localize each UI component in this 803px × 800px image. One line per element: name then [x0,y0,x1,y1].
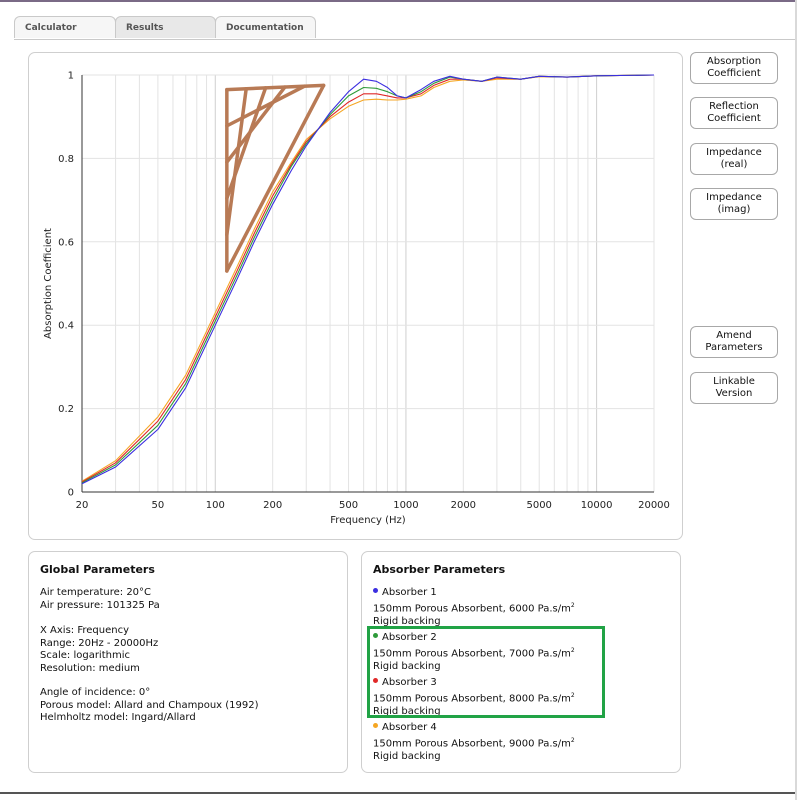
helmholtz-model: Helmholtz model: Ingard/Allard [40,712,196,724]
series-line-absorber-2 [81,74,655,484]
absorber-parameters-title: Absorber Parameters [373,563,506,576]
x-tick-label: 100 [206,500,225,511]
global-parameters-air: Air temperature: 20°C Air pressure: 1013… [40,587,160,612]
button-label-line2: (real) [720,159,748,170]
window-bottom-border [0,792,795,794]
button-label-line1: Amend [716,330,752,341]
button-label-line1: Absorption [706,56,762,67]
linkable-version-button[interactable]: Linkable Version [690,372,778,404]
y-tick-label: 0.4 [58,321,74,332]
unit-superscript: 2 [570,601,575,609]
unit-superscript: 2 [570,646,575,654]
global-parameters-panel: Global Parameters Air temperature: 20°C … [28,551,348,773]
absorber-backing: Rigid backing [373,750,441,762]
series-dot-icon [373,677,378,683]
x-axis-setting: X Axis: Frequency [40,625,129,636]
absorber-backing: Rigid backing [373,660,441,672]
y-tick-label: 0.2 [58,404,74,415]
range-setting: Range: 20Hz - 20000Hz [40,637,159,649]
x-tick-label: 1000 [393,500,418,511]
absorber-backing: Rigid backing [373,705,441,717]
reflection-coefficient-button[interactable]: Reflection Coefficient [690,97,778,129]
annotation-stroke [225,84,307,128]
x-axis-label: Frequency (Hz) [330,515,406,526]
window-top-border [0,0,795,2]
porous-model: Porous model: Allard and Champoux (1992) [40,699,259,711]
air-temperature: Air temperature: 20°C [40,587,152,598]
x-tick-label: 50 [152,500,165,511]
angle-of-incidence: Angle of incidence: 0° [40,687,151,698]
series-dot-icon [373,722,378,728]
annotation-stroke [225,86,268,201]
absorber-parameters-panel: Absorber Parameters Absorber 1 150mm Por… [361,551,681,773]
x-tick-label: 20000 [638,500,670,511]
chart-panel: 0 0.2 0.4 0.6 0.8 1 20 50 100 200 500 1000 2000 5000 1… [28,52,683,540]
global-parameters-models: Angle of incidence: 0° Porous model: All… [40,687,259,725]
impedance-real-button[interactable]: Impedance (real) [690,143,778,175]
tab-calculator[interactable]: Calculator [14,16,116,38]
y-tick-label: 0.8 [58,154,74,165]
absorber-name: Absorber 4 [382,722,437,733]
button-label-line1: Impedance [706,192,762,203]
absorber-name: Absorber 1 [382,587,437,598]
global-parameters-title: Global Parameters [40,563,155,576]
button-label-line2: Coefficient [707,113,761,124]
x-tick-label: 500 [339,500,358,511]
absorber-name: Absorber 3 [382,677,437,688]
x-tick-label: 2000 [451,500,476,511]
air-pressure: Air pressure: 101325 Pa [40,599,160,611]
absorber-backing: Rigid backing [373,615,441,627]
absorber-description: 150mm Porous Absorbent, 6000 Pa.s/m [373,602,571,614]
absorber-description: 150mm Porous Absorbent, 9000 Pa.s/m [373,737,571,749]
button-label-line2: (imag) [717,204,751,215]
y-tick-label: 1 [68,71,74,82]
hatched-triangle-annotation [225,83,326,273]
x-tick-label: 10000 [581,500,613,511]
y-tick-label: 0 [68,488,74,499]
button-label-line1: Linkable [713,376,755,387]
annotation-stroke [225,85,287,164]
series-dot-icon [373,632,378,638]
tab-divider [14,39,795,40]
absorber-description: 150mm Porous Absorbent, 8000 Pa.s/m [373,692,571,704]
annotation-stroke [225,83,326,273]
series-line-absorber-1 [81,74,655,485]
unit-superscript: 2 [570,691,575,699]
annotation-stroke [225,87,248,237]
unit-superscript: 2 [570,736,575,744]
x-tick-label: 20 [76,500,89,511]
absorber-entry-4: Absorber 4 150mm Porous Absorbent, 9000 … [373,722,575,763]
absorber-entry-3: Absorber 3 150mm Porous Absorbent, 8000 … [373,677,575,718]
series-line-absorber-4 [81,74,655,482]
absorber-description: 150mm Porous Absorbent, 7000 Pa.s/m [373,647,571,659]
amend-parameters-button[interactable]: Amend Parameters [690,326,778,358]
absorption-chart: 0 0.2 0.4 0.6 0.8 1 20 50 100 200 500 1000 2000 5000 1… [43,71,670,527]
series-dot-icon [373,587,378,593]
button-label-line2: Parameters [705,342,763,353]
absorber-name: Absorber 2 [382,632,437,643]
x-tick-label: 200 [263,500,282,511]
window-right-border [795,0,797,800]
absorber-entry-1: Absorber 1 150mm Porous Absorbent, 6000 … [373,587,575,628]
button-label-line1: Impedance [706,147,762,158]
absorber-entry-2: Absorber 2 150mm Porous Absorbent, 7000 … [373,632,575,673]
absorption-coefficient-button[interactable]: Absorption Coefficient [690,52,778,84]
scale-setting: Scale: logarithmic [40,650,130,662]
button-label-line1: Reflection [709,101,759,112]
button-label-line2: Version [715,388,753,399]
global-parameters-axis: X Axis: Frequency Range: 20Hz - 20000Hz … [40,625,158,675]
y-axis-label: Absorption Coefficient [43,228,54,339]
series-line-absorber-3 [81,74,655,483]
y-tick-label: 0.6 [58,237,74,248]
tab-documentation[interactable]: Documentation [215,16,316,38]
resolution-setting: Resolution: medium [40,662,140,674]
button-label-line2: Coefficient [707,68,761,79]
annotation-stroke [225,83,326,92]
x-tick-label: 5000 [526,500,551,511]
impedance-imag-button[interactable]: Impedance (imag) [690,188,778,220]
tab-results[interactable]: Results [115,16,216,38]
